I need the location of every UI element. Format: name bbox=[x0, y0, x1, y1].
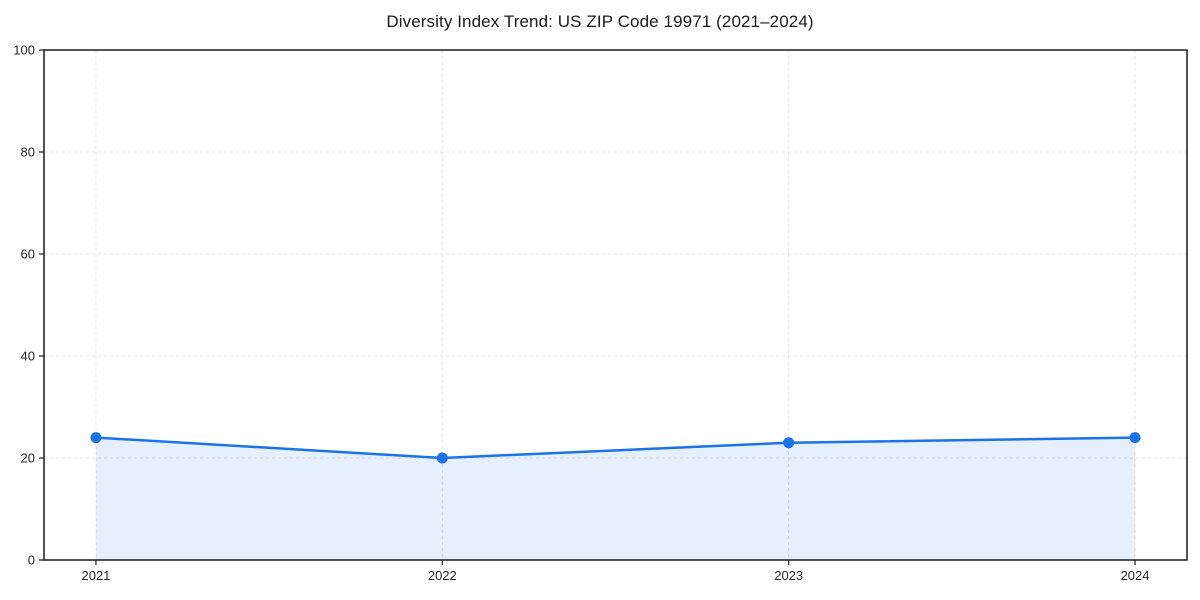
x-axis-tick-label: 2024 bbox=[1121, 568, 1150, 583]
data-point-marker bbox=[90, 432, 102, 444]
series-area-fill bbox=[95, 437, 1136, 560]
x-axis-tick-label: 2023 bbox=[774, 568, 803, 583]
y-axis-tick-label: 40 bbox=[21, 349, 35, 364]
y-axis-tick-label: 60 bbox=[21, 247, 35, 262]
y-axis-tick-label: 20 bbox=[21, 451, 35, 466]
data-point-marker bbox=[1129, 432, 1141, 444]
x-axis-tick-label: 2022 bbox=[428, 568, 457, 583]
data-point-marker bbox=[783, 437, 795, 449]
plot-box-spines bbox=[43, 49, 1188, 561]
series-line bbox=[94, 436, 1137, 460]
y-axis-tick-label: 100 bbox=[13, 43, 35, 58]
chart-title: Diversity Index Trend: US ZIP Code 19971… bbox=[386, 12, 814, 31]
y-axis-tick-label: 80 bbox=[21, 145, 35, 160]
data-point-marker bbox=[436, 452, 448, 464]
x-axis-tick-label: 2021 bbox=[81, 568, 110, 583]
y-axis-tick-label: 0 bbox=[28, 553, 35, 568]
